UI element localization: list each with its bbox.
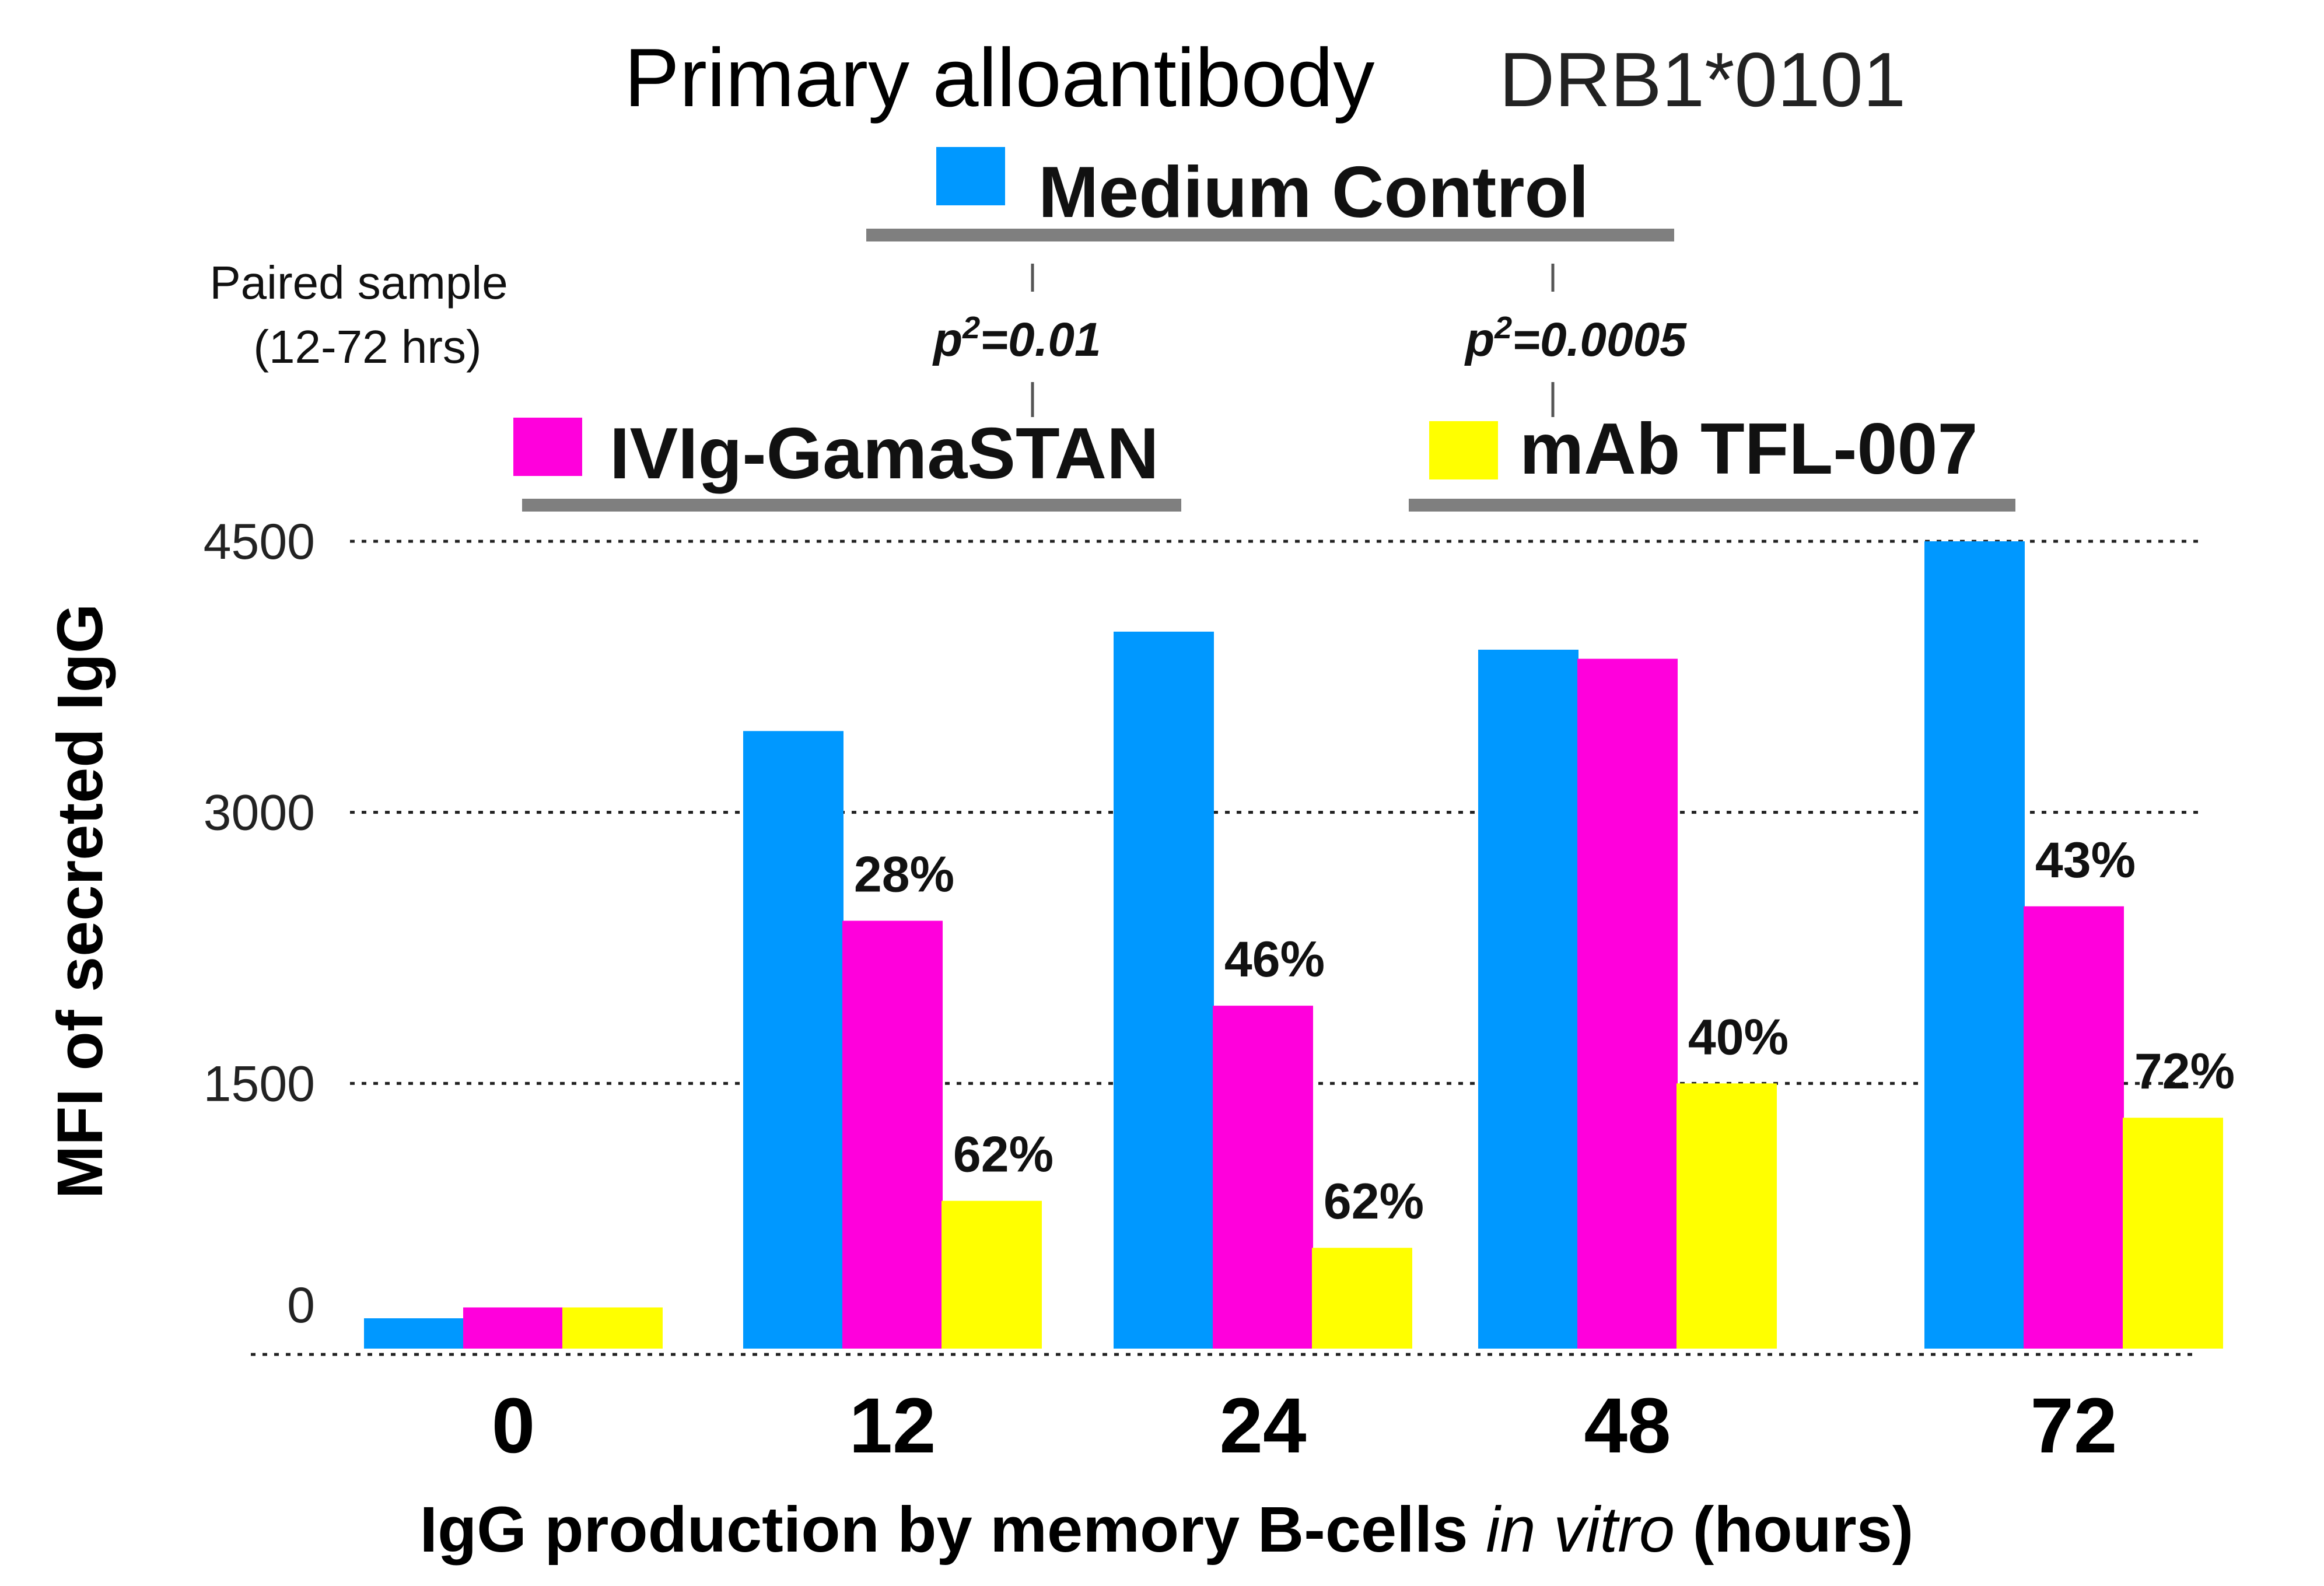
legend-label-medium-control: Medium Control <box>1038 152 1589 233</box>
pvalue-2-text: =0.0005 <box>1512 313 1687 366</box>
y-tick-4500: 4500 <box>204 514 315 570</box>
pct-label-ivig-gamastan-12: 28% <box>854 847 954 903</box>
pvalue-1: p2=0.01 <box>932 310 1101 366</box>
chart-subtitle: DRB1*0101 <box>1499 37 1906 122</box>
pvalue-1-sup: 2 <box>962 310 980 345</box>
y-tick-0: 0 <box>287 1277 315 1333</box>
pct-label-mab-tfl-007-72: 72% <box>2134 1044 2235 1100</box>
bar-ivig-gamastan-24 <box>1213 1006 1313 1349</box>
x-tick-48: 48 <box>1584 1382 1671 1469</box>
pvalue-2-prefix: p <box>1464 313 1494 366</box>
x-tick-24: 24 <box>1219 1382 1306 1469</box>
bar-mab-tfl-007-0 <box>562 1307 663 1349</box>
pvalue-1-prefix: p <box>932 313 963 366</box>
bar-mab-tfl-007-72 <box>2123 1118 2223 1349</box>
legend-label-mab-tfl-007: mAb TFL-007 <box>1520 409 1978 489</box>
bar-medium-control-24 <box>1114 631 1214 1349</box>
pct-label-mab-tfl-007-48: 40% <box>1688 1009 1788 1065</box>
bar-mab-tfl-007-48 <box>1676 1083 1777 1349</box>
bar-ivig-gamastan-12 <box>842 920 943 1349</box>
legend-swatch-medium-control <box>936 147 1005 205</box>
y-tick-3000: 3000 <box>204 785 315 841</box>
bar-medium-control-0 <box>364 1318 464 1349</box>
x-axis-label-part2: in vitro <box>1486 1494 1675 1566</box>
legend-label-ivig-gamastan: IVIg-GamaSTAN <box>610 414 1159 494</box>
data-labels: 28% 46% 43% 62% 62% 40% 72% <box>854 832 2235 1230</box>
pct-label-ivig-gamastan-72: 43% <box>2035 832 2136 888</box>
bar-medium-control-72 <box>1924 541 2025 1349</box>
x-axis-ticks: 0 12 24 48 72 <box>492 1382 2118 1469</box>
paired-sample-line2: (12-72 hrs) <box>253 321 481 373</box>
y-axis-label: MFI of secreted IgG <box>44 604 116 1199</box>
x-tick-12: 12 <box>849 1382 936 1469</box>
bar-medium-control-48 <box>1478 649 1578 1349</box>
bar-mab-tfl-007-12 <box>942 1200 1042 1349</box>
y-axis-ticks: 0 1500 3000 4500 <box>204 514 315 1333</box>
bar-ivig-gamastan-48 <box>1577 659 1678 1349</box>
legend-swatch-mab-tfl-007 <box>1429 421 1498 479</box>
bar-ivig-gamastan-0 <box>463 1307 564 1349</box>
chart-title: Primary alloantibody <box>624 31 1374 124</box>
x-axis-label-part3: (hours) <box>1675 1494 1913 1566</box>
bar-ivig-gamastan-72 <box>2024 906 2124 1349</box>
pct-label-ivig-gamastan-24: 46% <box>1224 932 1325 988</box>
legend-swatch-ivig-gamastan <box>513 418 582 476</box>
x-tick-72: 72 <box>2030 1382 2117 1469</box>
bar-mab-tfl-007-24 <box>1312 1248 1412 1349</box>
pct-label-mab-tfl-007-24: 62% <box>1324 1174 1424 1230</box>
pvalue-2: p2=0.0005 <box>1464 310 1687 366</box>
pct-label-mab-tfl-007-12: 62% <box>953 1127 1054 1183</box>
bars <box>364 541 2223 1349</box>
y-tick-1500: 1500 <box>204 1056 315 1112</box>
paired-sample-line1: Paired sample <box>209 257 508 309</box>
x-axis-label-part1: IgG production by memory B-cells <box>420 1494 1486 1566</box>
x-axis-label: IgG production by memory B-cells in vitr… <box>420 1494 1914 1566</box>
x-tick-0: 0 <box>492 1382 536 1469</box>
pvalue-1-text: =0.01 <box>980 313 1101 366</box>
bar-medium-control-12 <box>743 731 844 1349</box>
pvalue-2-sup: 2 <box>1494 310 1512 345</box>
